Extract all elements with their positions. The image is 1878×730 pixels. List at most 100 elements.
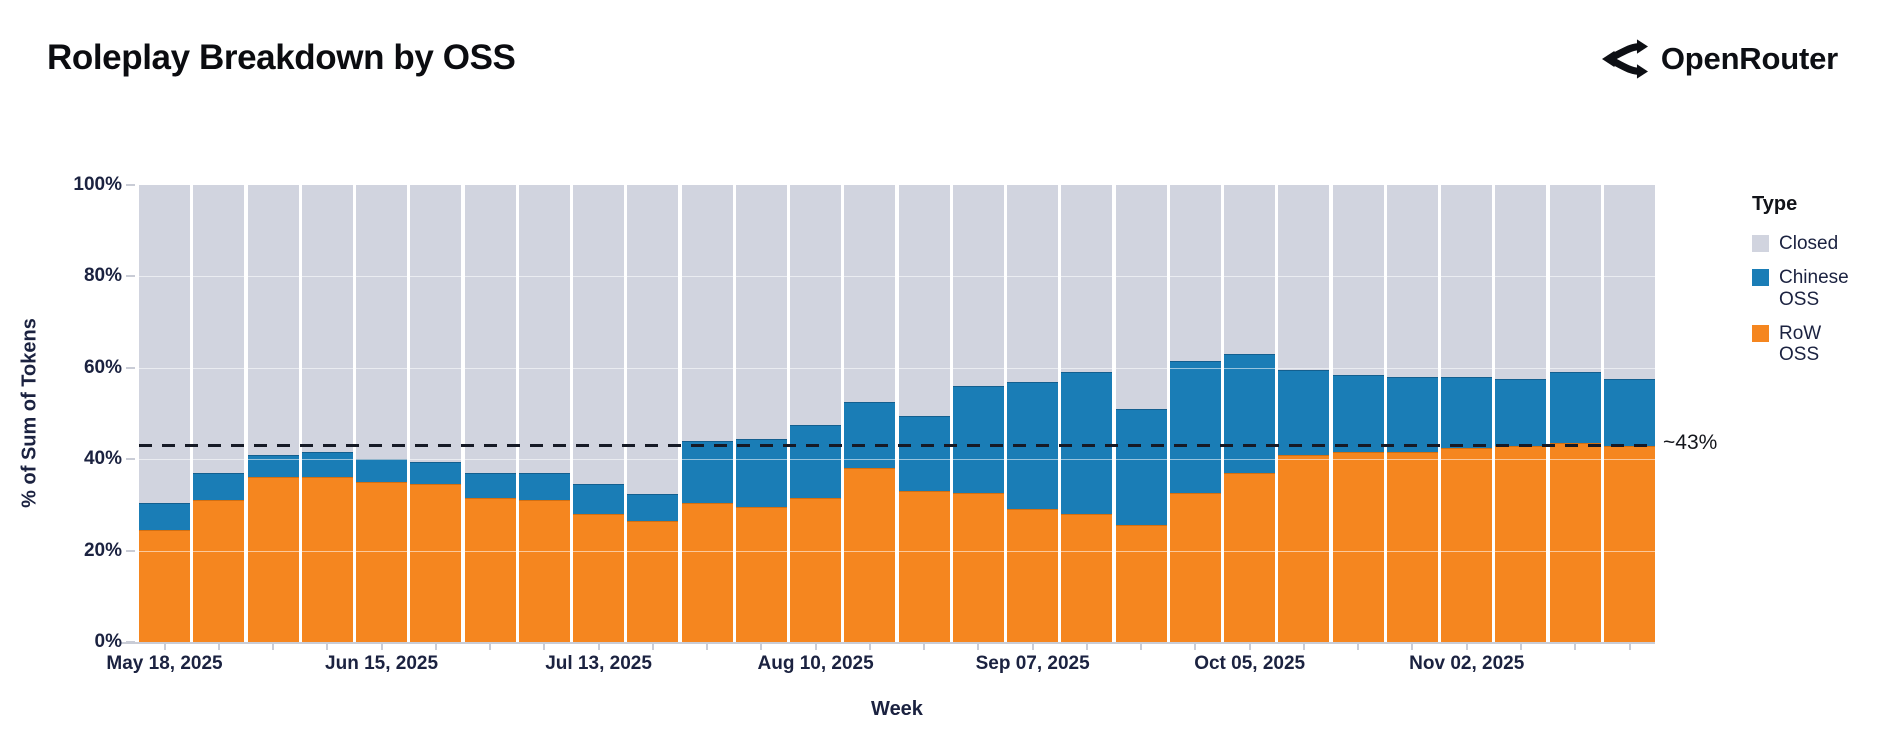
bar-segment-closed xyxy=(1495,185,1547,380)
x-tick-mark xyxy=(1357,643,1360,650)
y-tick-mark xyxy=(126,184,135,186)
legend-item-row-oss: RoW OSS xyxy=(1752,323,1863,367)
x-tick-label: Sep 07, 2025 xyxy=(975,653,1090,674)
x-tick-mark xyxy=(489,643,492,650)
bar-segment-row-oss xyxy=(735,507,787,642)
bar-segment-row-oss xyxy=(627,520,679,642)
y-tick-mark xyxy=(126,458,135,461)
bar-week xyxy=(139,185,190,642)
bar-segment-closed xyxy=(627,185,679,494)
x-tick-mark xyxy=(1194,643,1197,650)
bar-week xyxy=(1061,185,1113,642)
bar-segment-closed xyxy=(790,185,842,425)
bar-segment-chinese-oss xyxy=(1604,379,1655,446)
bar-segment-closed xyxy=(1115,185,1167,409)
y-tick-label: 40% xyxy=(83,448,122,470)
bar-week xyxy=(735,185,787,642)
gridline xyxy=(139,459,1655,461)
bar-week xyxy=(1495,185,1547,642)
openrouter-brand[interactable]: OpenRouter xyxy=(1601,36,1838,82)
bar-segment-row-oss xyxy=(1007,509,1059,642)
legend-swatch-row-oss xyxy=(1752,324,1769,342)
y-tick-label: 80% xyxy=(83,265,122,287)
x-tick-label: Nov 02, 2025 xyxy=(1409,653,1525,674)
y-tick-mark xyxy=(126,549,135,552)
bar-segment-closed xyxy=(1061,185,1113,373)
x-tick-mark xyxy=(272,643,275,650)
bar-segment-closed xyxy=(573,185,625,485)
bar-segment-closed xyxy=(301,185,353,453)
bar-week xyxy=(301,185,353,642)
bar-segment-closed xyxy=(898,185,950,416)
bar-segment-chinese-oss xyxy=(1061,372,1113,515)
x-tick-mark xyxy=(1140,643,1143,650)
y-tick-mark xyxy=(126,275,135,278)
reference-line-label: ~43% xyxy=(1663,431,1718,454)
bar-segment-chinese-oss xyxy=(139,502,190,531)
x-tick-mark xyxy=(434,643,437,650)
bar-segment-row-oss xyxy=(898,491,950,642)
bar-segment-row-oss xyxy=(1115,525,1167,642)
bar-segment-chinese-oss xyxy=(627,493,679,521)
legend-title: Type xyxy=(1752,193,1798,215)
bar-segment-chinese-oss xyxy=(790,424,842,499)
bar-segment-row-oss xyxy=(247,477,299,642)
x-tick-mark xyxy=(217,643,220,650)
bar-week xyxy=(627,185,679,642)
y-tick-label: 0% xyxy=(94,631,122,652)
y-tick-mark xyxy=(126,641,135,643)
bar-segment-closed xyxy=(1007,185,1059,382)
x-tick-label: May 18, 2025 xyxy=(106,653,223,674)
bar-segment-closed xyxy=(410,185,462,462)
bar-segment-closed xyxy=(1604,185,1655,380)
bar-segment-chinese-oss xyxy=(1115,408,1167,526)
x-tick-label: Jun 15, 2025 xyxy=(325,653,439,674)
bar-segment-chinese-oss xyxy=(1278,370,1330,455)
legend-label-chinese-oss: Chinese OSS xyxy=(1779,266,1849,310)
bar-segment-chinese-oss xyxy=(518,472,570,501)
bar-week xyxy=(356,185,408,642)
x-tick-mark xyxy=(1519,643,1522,650)
bar-segment-row-oss xyxy=(1061,514,1113,642)
legend-item-closed: Closed xyxy=(1752,233,1863,255)
bar-week xyxy=(573,185,625,642)
bar-segment-row-oss xyxy=(356,482,408,642)
x-tick-mark xyxy=(380,643,383,650)
bar-segment-chinese-oss xyxy=(1441,376,1493,448)
bar-segment-closed xyxy=(1386,185,1438,377)
x-tick-label: Jul 13, 2025 xyxy=(545,653,652,674)
brand-name: OpenRouter xyxy=(1660,41,1838,76)
bar-segment-row-oss xyxy=(1278,454,1330,642)
bar-segment-row-oss xyxy=(1386,452,1438,642)
gridline xyxy=(139,276,1655,278)
bar-segment-closed xyxy=(952,185,1004,387)
x-tick-mark xyxy=(1574,643,1577,650)
bar-segment-closed xyxy=(681,185,733,441)
x-tick-mark xyxy=(977,643,980,650)
bar-week xyxy=(1278,185,1330,642)
bar-segment-chinese-oss xyxy=(735,438,787,508)
bar-week xyxy=(1224,185,1276,642)
bar-week xyxy=(193,185,245,642)
x-tick-label: Aug 10, 2025 xyxy=(757,653,874,674)
bar-segment-closed xyxy=(844,185,896,403)
x-tick-mark xyxy=(163,643,166,650)
legend: Type Closed Chinese OSS RoW OSS xyxy=(1752,193,1863,378)
bar-segment-closed xyxy=(1332,185,1384,375)
page-title: Roleplay Breakdown by OSS xyxy=(47,38,516,77)
bar-week xyxy=(410,185,462,642)
bar-segment-closed xyxy=(518,185,570,473)
gridline xyxy=(139,367,1655,369)
bar-week xyxy=(790,185,842,642)
bar-segment-closed xyxy=(356,185,408,460)
bar-week xyxy=(1441,185,1493,642)
bar-segment-closed xyxy=(1441,185,1493,377)
bar-segment-chinese-oss xyxy=(193,472,245,501)
bar-segment-chinese-oss xyxy=(1386,376,1438,453)
bar-segment-row-oss xyxy=(790,498,842,642)
bar-segment-chinese-oss xyxy=(301,452,353,478)
bar-segment-chinese-oss xyxy=(573,484,625,515)
bar-segment-chinese-oss xyxy=(1169,360,1221,494)
x-axis-line xyxy=(121,642,1655,644)
bar-week xyxy=(247,185,299,642)
